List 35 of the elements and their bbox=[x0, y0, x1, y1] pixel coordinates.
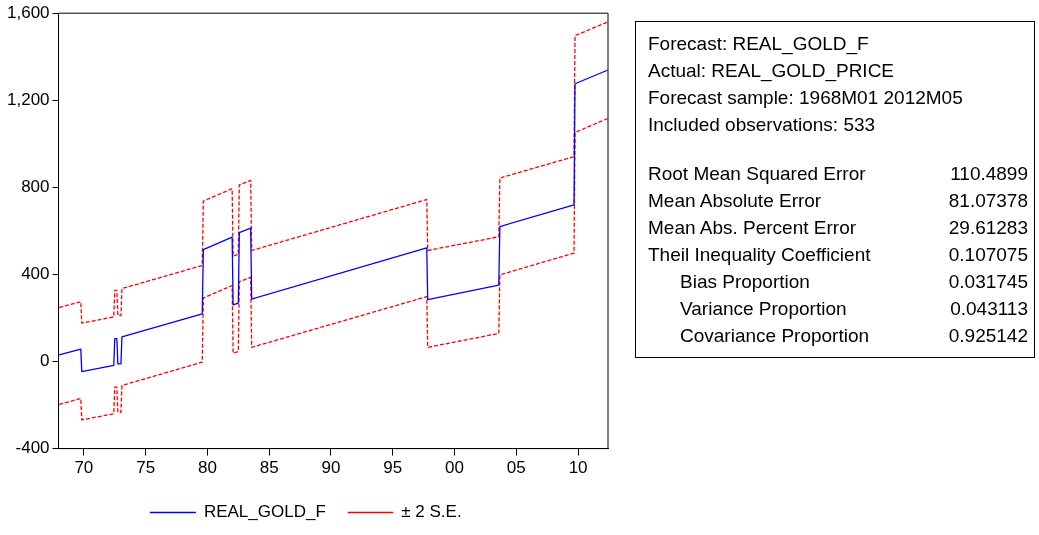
x-tick-label: 75 bbox=[136, 458, 156, 478]
text: Variance Proportion bbox=[679, 297, 847, 321]
y-tick-label: 1,600 bbox=[6, 2, 50, 22]
legend-label: ± 2 S.E. bbox=[401, 502, 462, 522]
y-tick-label: 400 bbox=[21, 264, 50, 284]
text: Forecast sample: 1968M01 2012M05 bbox=[648, 86, 964, 110]
y-tick-label: 800 bbox=[21, 177, 50, 197]
x-tick-label: 70 bbox=[74, 458, 94, 478]
x-tick-label: 95 bbox=[383, 458, 403, 478]
text: 0.107075 bbox=[948, 243, 1028, 267]
text: Included observations: 533 bbox=[648, 113, 877, 137]
legend-label: REAL_GOLD_F bbox=[203, 502, 326, 522]
text: 0.925142 bbox=[948, 324, 1028, 348]
y-tick-label: -400 bbox=[15, 438, 50, 458]
text: Bias Proportion bbox=[679, 270, 810, 294]
text: Actual: REAL_GOLD_PRICE bbox=[648, 59, 896, 84]
x-tick-label: 10 bbox=[568, 458, 588, 478]
text: 0.031745 bbox=[948, 270, 1028, 294]
text: 81.07378 bbox=[948, 189, 1028, 213]
text: 0.043113 bbox=[950, 297, 1028, 321]
text: Theil Inequality Coefficient bbox=[648, 243, 871, 267]
x-tick-label: 05 bbox=[506, 458, 526, 478]
y-tick-label: 1,200 bbox=[6, 89, 50, 109]
x-tick-label: 85 bbox=[259, 458, 279, 478]
text: 29.61283 bbox=[948, 216, 1028, 240]
text: Forecast: REAL_GOLD_F bbox=[648, 32, 870, 57]
x-tick-label: 00 bbox=[445, 458, 464, 478]
x-tick-label: 90 bbox=[321, 458, 341, 478]
text: Root Mean Squared Error bbox=[648, 162, 866, 186]
text: 110.4899 bbox=[950, 162, 1028, 186]
x-tick-label: 80 bbox=[197, 458, 217, 478]
y-tick-label: 0 bbox=[40, 351, 50, 371]
text: Mean Absolute Error bbox=[648, 189, 822, 213]
text: Mean Abs. Percent Error bbox=[648, 216, 857, 240]
text: Covariance Proportion bbox=[679, 324, 870, 348]
